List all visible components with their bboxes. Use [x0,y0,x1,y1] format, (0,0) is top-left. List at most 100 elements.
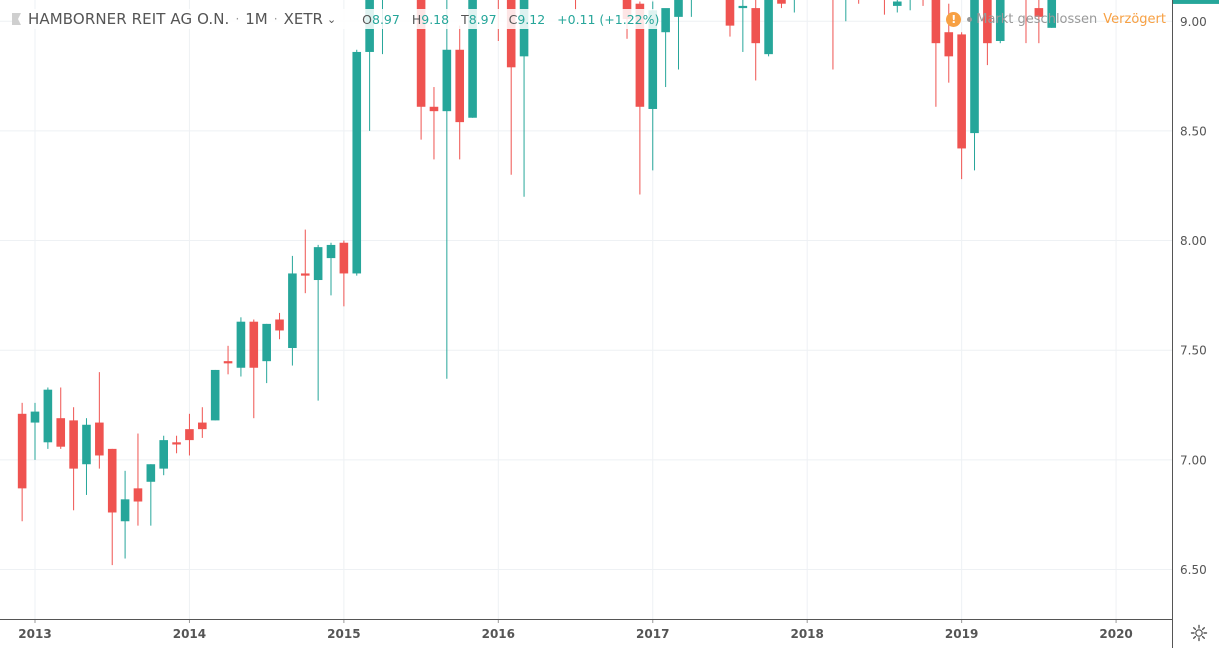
candle [288,255,297,366]
candle-body [236,321,246,368]
candle [455,25,465,160]
candle-body [95,422,104,456]
candle [352,49,362,276]
candle-body [1047,0,1057,28]
candle-body [506,0,516,68]
last-price-label: 9.12 [1181,0,1208,2]
chart-header: HAMBORNER REIT AG O.N. · 1M · XETR ⌄ O8.… [12,9,660,29]
candle [858,0,860,4]
candle [210,369,220,421]
candle [931,0,941,107]
candle-body [275,319,284,331]
candle-body [751,8,761,44]
y-tick-label: 7.00 [1180,453,1207,467]
candle-body [339,242,349,274]
candle-body [223,361,233,364]
chart-grid [0,0,1172,619]
candle [172,435,181,454]
candle [185,413,194,456]
candle [416,0,426,140]
close-value: 9.12 [517,11,546,27]
candle-body [429,106,439,112]
separator-dot: · [235,12,240,26]
candle [674,0,683,70]
candle-body [133,488,143,502]
flag-icon [12,13,21,25]
candle [262,323,271,384]
candle-body [957,34,966,149]
warning-icon[interactable]: ! [946,11,962,27]
candle-body [1034,8,1044,17]
candle [43,387,53,449]
candle-body [30,411,40,423]
interval-label[interactable]: 1M [245,10,268,28]
candle [690,0,692,17]
low-key: T [461,11,469,27]
separator-dot: · [273,12,278,26]
candle-body [82,424,91,465]
candle [725,0,735,37]
candle-body [983,0,992,44]
candle [442,0,452,379]
candle-body [262,323,271,362]
candle [56,387,66,449]
candle [468,0,477,118]
symbol-name[interactable]: HAMBORNER REIT AG O.N. [28,10,230,28]
candle-body [970,0,979,134]
ohlc-values: O8.97 H9.18 T8.97 C9.12 +0.11 (+1.22%) [362,12,659,27]
candle-body [468,0,477,118]
candle [146,464,156,526]
candle [845,0,847,22]
candle [275,312,284,340]
candle [107,448,117,566]
last-price-badge [1173,0,1219,4]
x-tick-label: 2015 [327,627,360,641]
candle [883,0,885,15]
candle-body [648,10,658,109]
candle [777,0,786,9]
x-tick-label: 2019 [945,627,978,641]
candle-body [146,464,156,482]
candle [661,8,670,88]
candle-body [635,3,645,107]
open-value: 8.97 [372,11,400,27]
gear-icon[interactable] [1190,624,1208,642]
candle [17,402,27,522]
candle-body [931,0,941,44]
exchange-label[interactable]: XETR [283,10,323,28]
candle-body [764,0,773,55]
candle [159,435,168,476]
candle-body [249,321,259,368]
candle [983,0,992,66]
candle-body [725,0,735,26]
candle-body [172,442,181,445]
candle [1025,0,1027,44]
candle-body [313,247,323,281]
candle [909,0,911,11]
delayed-label: Verzögert [1103,11,1166,27]
candle [648,1,658,171]
candle [249,319,259,419]
candle [69,407,78,511]
candle [300,229,310,294]
candle-body [995,0,1005,41]
market-closed-label: Markt geschlossen [976,11,1098,27]
candle [198,407,207,438]
candle-body [17,413,27,489]
candle-body [674,0,683,17]
candle-body [198,422,207,430]
chevron-down-icon[interactable]: ⌄ [326,12,337,26]
candle [326,242,336,296]
candle [764,0,773,57]
y-tick-label: 7.50 [1180,344,1207,358]
candle-body [442,49,452,112]
candle [832,0,834,70]
candle [922,0,924,6]
candle-body [185,429,194,441]
candle [751,0,761,81]
candle [339,240,349,307]
candle [957,32,966,180]
candle [635,1,645,195]
candle [1047,0,1057,28]
